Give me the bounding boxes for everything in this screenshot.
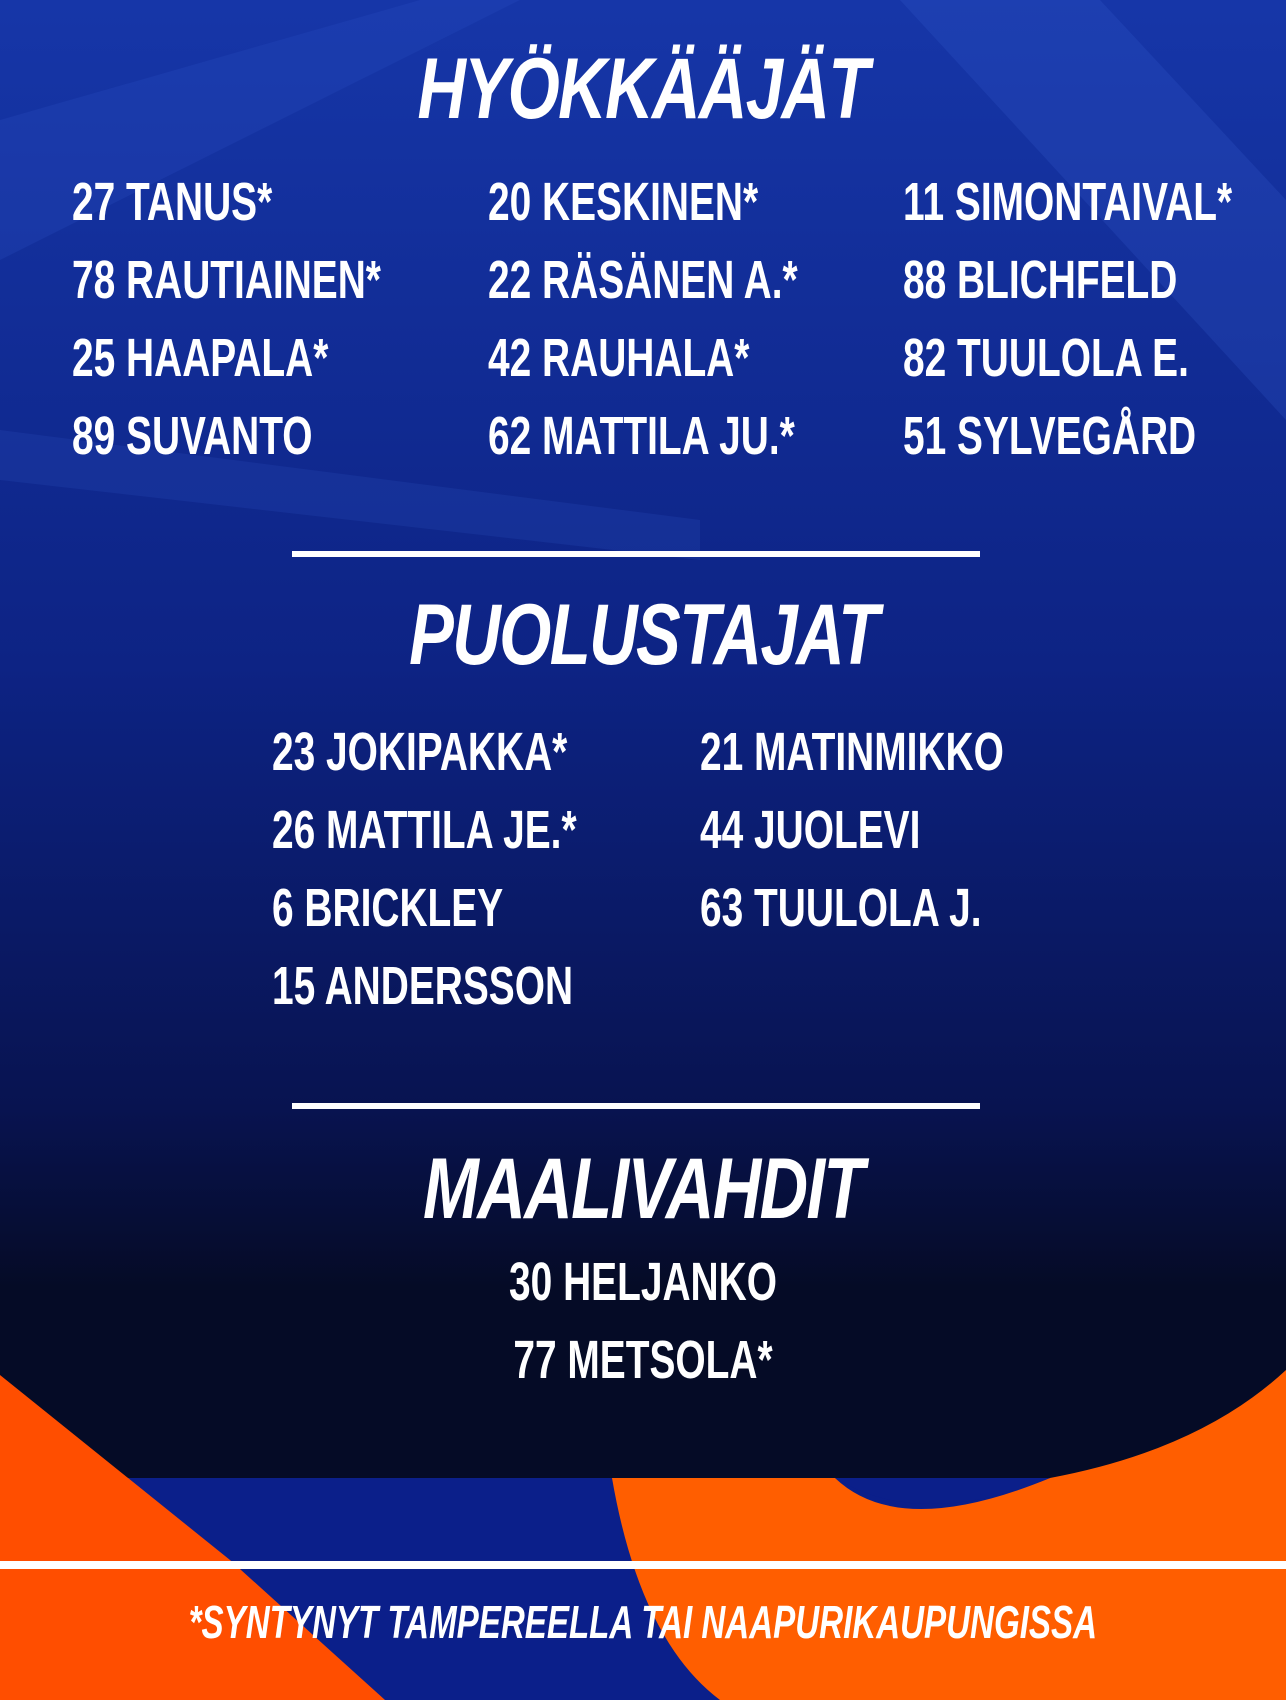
player: 88 BLICHFELD xyxy=(903,250,1178,310)
forwards-heading: HYÖKKÄÄJÄT xyxy=(417,41,870,137)
player: 22 RÄSÄNEN A.* xyxy=(488,250,798,310)
footnote: *SYNTYNYT TAMPEREELLA TAI NAAPURIKAUPUNG… xyxy=(188,1596,1098,1648)
player: 44 JUOLEVI xyxy=(700,800,921,860)
defense-heading: PUOLUSTAJAT xyxy=(408,587,879,683)
orange-shape-right xyxy=(612,1370,1286,1700)
player: 89 SUVANTO xyxy=(72,406,313,466)
player: 51 SYLVEGÅRD xyxy=(903,406,1197,466)
player: 63 TUULOLA J. xyxy=(700,878,982,938)
player: 6 BRICKLEY xyxy=(272,878,504,938)
goalies-heading: MAALIVAHDIT xyxy=(423,1141,864,1237)
player: 27 TANUS* xyxy=(72,172,273,232)
divider xyxy=(292,551,980,557)
player: 82 TUULOLA E. xyxy=(903,328,1189,388)
player: 11 SIMONTAIVAL* xyxy=(903,172,1233,232)
player: 42 RAUHALA* xyxy=(488,328,750,388)
player: 23 JOKIPAKKA* xyxy=(272,722,568,782)
player: 20 KESKINEN* xyxy=(488,172,759,232)
footer-line xyxy=(0,1561,1286,1569)
player: 62 MATTILA JU.* xyxy=(488,406,795,466)
player: 77 METSOLA* xyxy=(513,1330,773,1390)
player: 15 ANDERSSON xyxy=(272,956,574,1016)
orange-shape-left xyxy=(0,1375,385,1700)
divider xyxy=(292,1103,980,1109)
player: 21 MATINMIKKO xyxy=(700,722,1004,782)
player: 26 MATTILA JE.* xyxy=(272,800,577,860)
player: 78 RAUTIAINEN* xyxy=(72,250,381,310)
player: 25 HAAPALA* xyxy=(72,328,329,388)
player: 30 HELJANKO xyxy=(509,1252,777,1312)
